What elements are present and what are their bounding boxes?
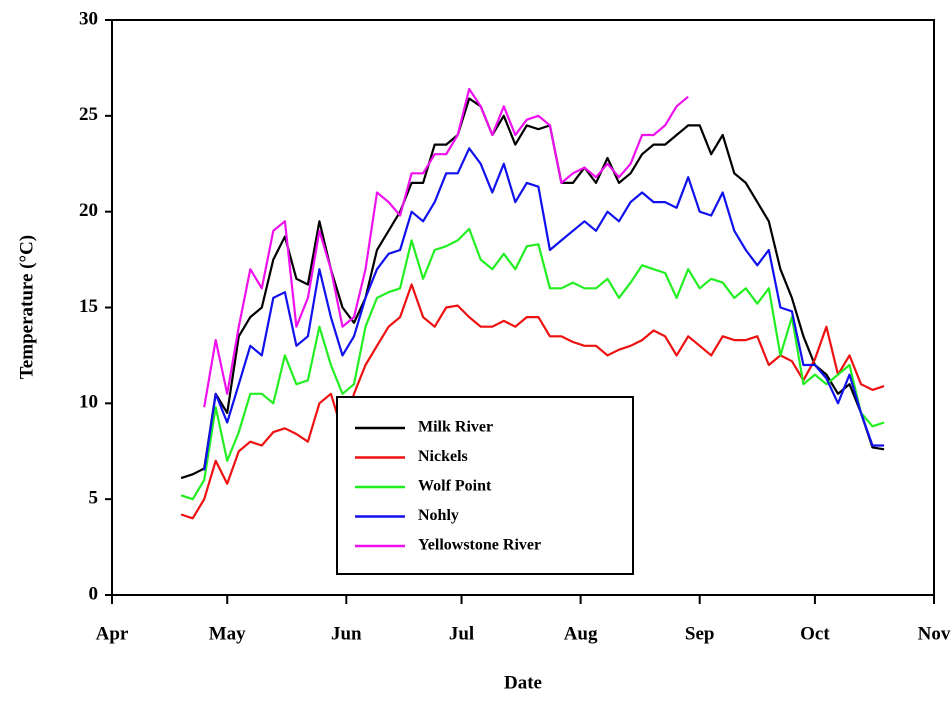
series-line <box>180 97 885 480</box>
x-axis-label: Date <box>504 672 542 693</box>
series-line <box>180 227 885 501</box>
legend-label: Milk River <box>418 419 493 436</box>
x-tick-label: Nov <box>918 623 951 644</box>
legend-label: Yellowstone River <box>418 537 541 554</box>
x-tick-label: Oct <box>800 623 830 644</box>
y-axis-label: Temperature (°C) <box>16 235 37 379</box>
x-tick-label: May <box>209 623 246 644</box>
x-tick-label: Jun <box>331 623 362 644</box>
y-tick-label: 10 <box>79 392 98 413</box>
x-tick-label: Aug <box>564 623 598 644</box>
y-tick-label: 20 <box>79 200 98 221</box>
y-tick-label: 25 <box>79 104 98 125</box>
series-line <box>203 87 689 408</box>
y-tick-label: 5 <box>89 488 99 509</box>
series-line <box>203 147 885 471</box>
x-tick-label: Sep <box>685 623 715 644</box>
x-tick-label: Jul <box>449 623 474 644</box>
legend-label: Nohly <box>418 507 459 524</box>
y-tick-label: 0 <box>89 583 99 604</box>
legend-label: Nickels <box>418 448 468 465</box>
y-tick-label: 30 <box>79 8 98 29</box>
x-tick-label: Apr <box>96 623 129 644</box>
legend-label: Wolf Point <box>418 478 492 495</box>
y-tick-label: 15 <box>79 296 98 317</box>
legend-box <box>336 396 634 575</box>
series-line <box>180 283 885 520</box>
